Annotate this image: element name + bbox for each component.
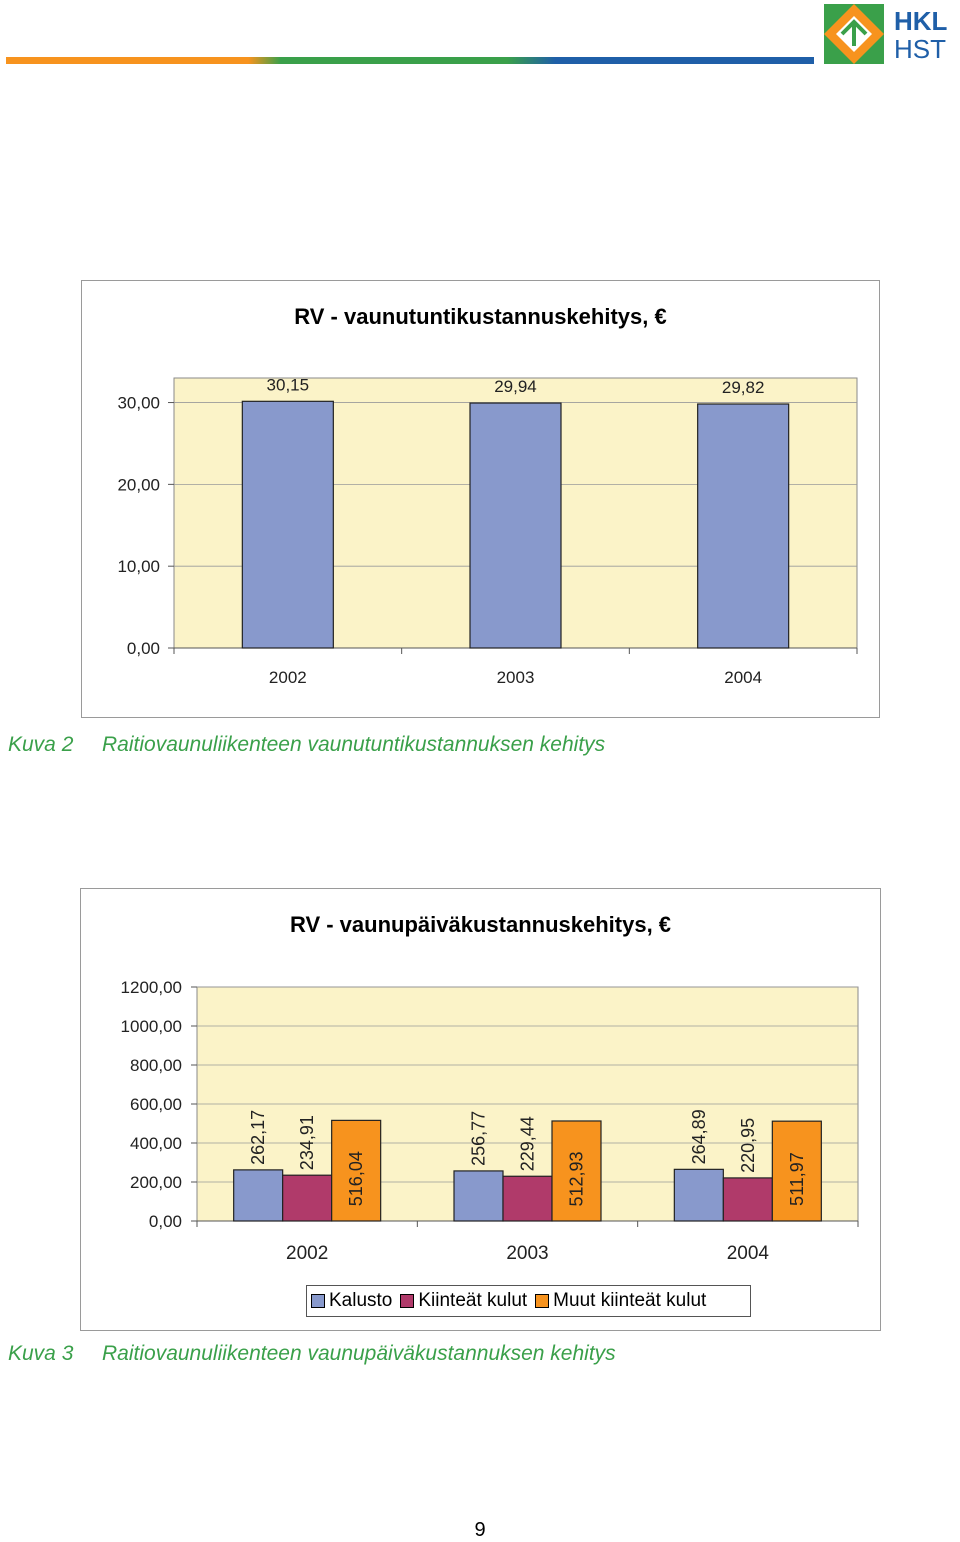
y-tick-label: 1000,00 bbox=[121, 1017, 182, 1036]
legend-label: Muut kiinteät kulut bbox=[553, 1290, 707, 1311]
page-number: 9 bbox=[474, 1519, 486, 1541]
y-tick-label: 10,00 bbox=[117, 557, 160, 576]
data-label: 264,89 bbox=[689, 1109, 709, 1164]
legend-swatch bbox=[400, 1294, 415, 1308]
legend-item: Kiinteät kulut bbox=[400, 1290, 527, 1312]
caption-number: Kuva 3 bbox=[8, 1342, 74, 1365]
chart-hourly-cost-plot: 0,00 10,00 20,00 30,00 30,15 2002 29,94 2003 29,… bbox=[117, 375, 858, 687]
figure-caption-3: Kuva 3 Raitiovaunuliikenteen vaunupäiväku… bbox=[8, 1342, 616, 1366]
y-tick-label: 30,00 bbox=[117, 394, 160, 413]
x-tick-label: 2004 bbox=[724, 668, 762, 687]
bar bbox=[453, 1170, 504, 1222]
hkl-logo: HKL HST bbox=[822, 2, 958, 66]
caption-number: Kuva 2 bbox=[8, 733, 74, 756]
x-tick-label: 2003 bbox=[497, 668, 535, 687]
y-tick-label: 0,00 bbox=[149, 1212, 182, 1231]
x-tick-label: 2002 bbox=[269, 668, 307, 687]
figure-caption-2: Kuva 2 Raitiovaunuliikenteen vaunutuntiku… bbox=[8, 733, 605, 757]
legend-swatch bbox=[311, 1294, 325, 1308]
legend-swatch bbox=[535, 1294, 550, 1308]
chart-daily-cost-plot: 0,00 200,00 400,00 600,00 800,00 1000,00 1200,… bbox=[121, 978, 859, 1264]
bar bbox=[771, 1120, 822, 1222]
y-tick-label: 1200,00 bbox=[121, 978, 182, 997]
y-tick-label: 400,00 bbox=[130, 1134, 182, 1153]
y-tick-label: 600,00 bbox=[130, 1095, 182, 1114]
data-label: 511,97 bbox=[787, 1152, 807, 1206]
logo-line2: HST bbox=[894, 34, 946, 64]
chart-hourly-cost: RV - vaunutuntikustannuskehitys, € 0,00 1… bbox=[81, 280, 880, 718]
legend-item: Muut kiinteät kulut bbox=[535, 1290, 706, 1312]
bar bbox=[673, 1168, 724, 1222]
hkl-logo-icon: HKL HST bbox=[824, 4, 948, 64]
data-label: 29,94 bbox=[494, 377, 537, 396]
caption-text: Raitiovaunuliikenteen vaunutuntikustannu… bbox=[102, 733, 606, 756]
data-label: 512,93 bbox=[567, 1151, 587, 1206]
chart-legend: Kalusto Kiinteät kulut Muut kiinteät kul… bbox=[306, 1285, 751, 1317]
bar bbox=[241, 400, 334, 649]
data-label: 256,77 bbox=[469, 1111, 489, 1166]
chart-title: RV - vaunupäiväkustannuskehitys, € bbox=[289, 912, 672, 937]
data-label: 29,82 bbox=[722, 378, 765, 397]
logo-line1: HKL bbox=[894, 6, 948, 36]
data-label: 30,15 bbox=[267, 375, 310, 394]
caption-text: Raitiovaunuliikenteen vaunupäiväkustannu… bbox=[102, 1342, 616, 1365]
data-label: 516,04 bbox=[346, 1151, 366, 1206]
y-tick-label: 20,00 bbox=[117, 475, 160, 494]
y-tick-label: 800,00 bbox=[130, 1056, 182, 1075]
legend-label: Kalusto bbox=[329, 1290, 393, 1311]
legend-label: Kiinteät kulut bbox=[418, 1290, 528, 1311]
bar bbox=[551, 1120, 602, 1222]
y-tick-label: 0,00 bbox=[127, 639, 160, 658]
y-tick-label: 200,00 bbox=[130, 1173, 182, 1192]
bar bbox=[233, 1169, 284, 1222]
header-color-bar bbox=[6, 57, 814, 64]
x-tick-label: 2003 bbox=[506, 1243, 548, 1264]
bar bbox=[282, 1174, 333, 1222]
bar bbox=[469, 402, 562, 649]
legend-item: Kalusto bbox=[311, 1290, 392, 1312]
bar bbox=[697, 403, 790, 649]
x-tick-label: 2004 bbox=[727, 1243, 770, 1264]
chart-daily-cost: RV - vaunupäiväkustannuskehitys, € 0,00 2… bbox=[80, 888, 881, 1331]
x-tick-label: 2002 bbox=[286, 1243, 328, 1264]
data-label: 229,44 bbox=[518, 1116, 538, 1171]
bar bbox=[502, 1175, 553, 1222]
bar bbox=[722, 1177, 773, 1222]
data-label: 234,91 bbox=[297, 1115, 317, 1170]
bar bbox=[331, 1119, 382, 1222]
data-label: 220,95 bbox=[738, 1118, 758, 1173]
data-label: 262,17 bbox=[248, 1110, 268, 1165]
chart-title: RV - vaunutuntikustannuskehitys, € bbox=[294, 304, 667, 329]
